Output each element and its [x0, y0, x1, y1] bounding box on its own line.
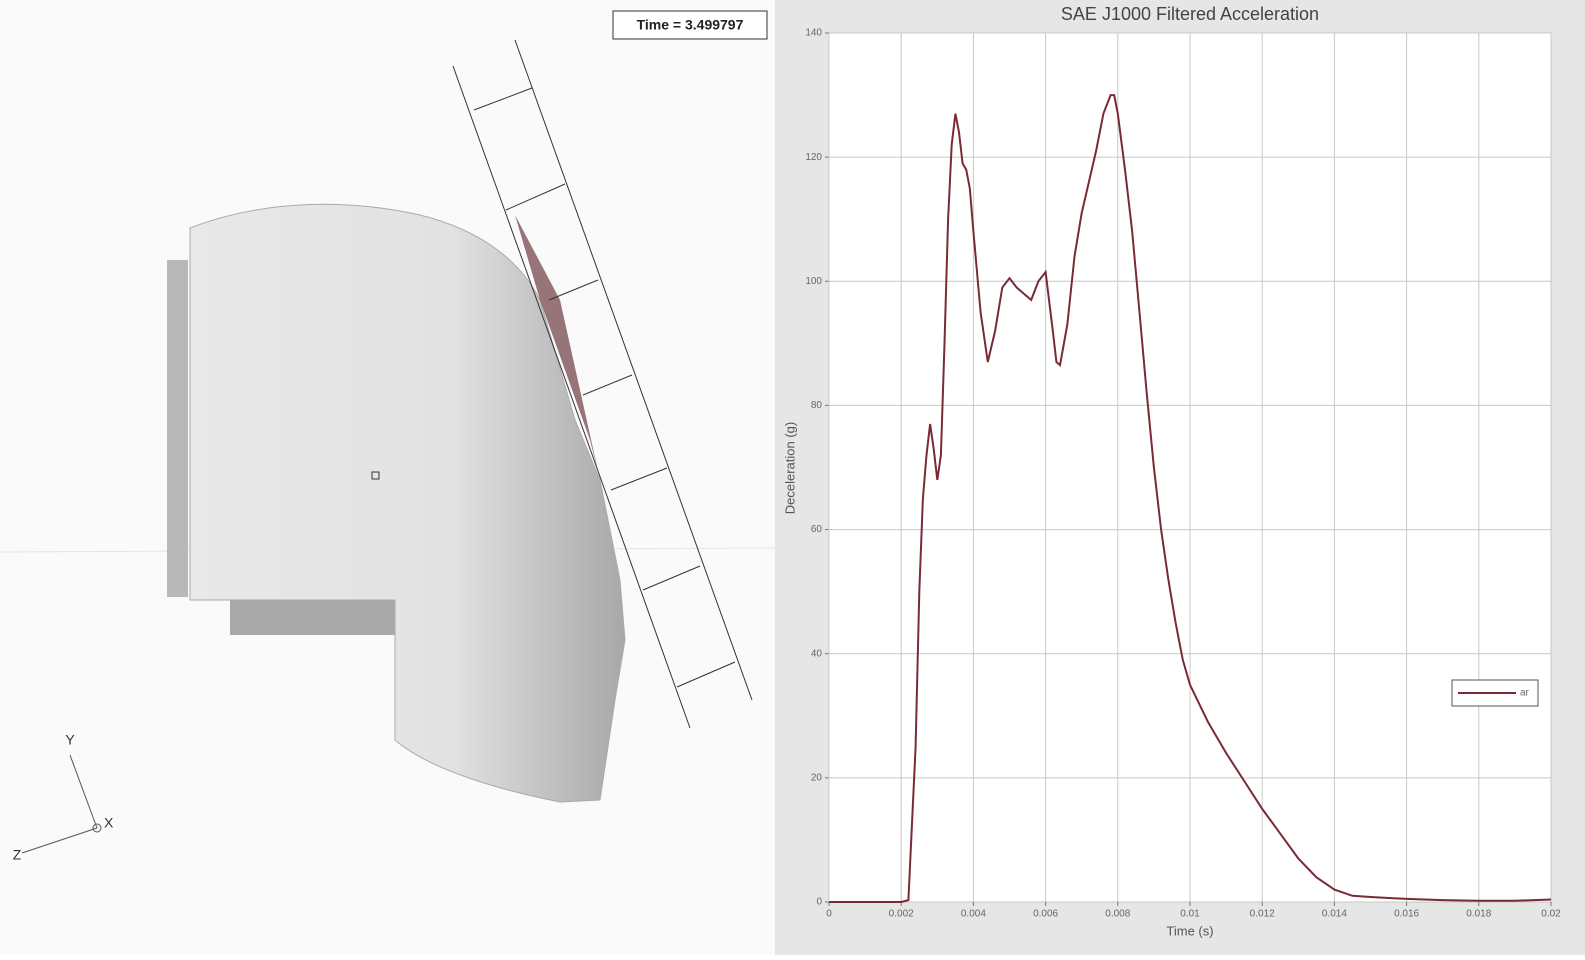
jaw-block: [230, 600, 395, 635]
x-tick-label: 0.01: [1180, 909, 1200, 920]
cg-marker: [371, 471, 380, 480]
y-axis-label: Deceleration (g): [782, 422, 797, 515]
x-tick-label: 0.02: [1541, 909, 1561, 920]
y-tick-label: 40: [811, 648, 823, 659]
y-tick-label: 80: [811, 400, 823, 411]
x-tick-label: 0.016: [1394, 909, 1419, 920]
y-tick-label: 20: [811, 772, 823, 783]
neck-plate: [167, 260, 188, 597]
x-tick-label: 0.002: [889, 909, 914, 920]
x-tick-label: 0.006: [1033, 909, 1058, 920]
chart: 0 20 40 60 80 100 120 140 0 0.002 0.004 0.006 0.008 0…: [805, 28, 1561, 920]
y-tick-label: 100: [805, 276, 822, 287]
y-tick-label: 60: [811, 524, 823, 535]
triad-y: Y: [65, 732, 75, 748]
time-label: Time = 3.499797: [637, 17, 744, 33]
triad-z: Z: [13, 847, 22, 863]
y-tick-label: 140: [805, 28, 822, 39]
y-tick-label: 0: [816, 897, 822, 908]
y-tick-label: 120: [805, 152, 822, 163]
axis-triad: [21, 754, 102, 854]
x-tick-label: 0: [826, 909, 832, 920]
head-model: [189, 203, 626, 803]
triad-x: X: [104, 815, 114, 831]
time-box: [612, 10, 768, 40]
x-tick-label: 0.008: [1105, 909, 1130, 920]
ladder: [452, 39, 753, 729]
x-tick-label: 0.018: [1466, 909, 1491, 920]
x-tick-label: 0.012: [1250, 909, 1275, 920]
x-tick-label: 0.014: [1322, 909, 1347, 920]
legend-label: ar: [1520, 688, 1530, 699]
x-axis-label: Time (s): [1166, 923, 1213, 938]
x-tick-label: 0.004: [961, 909, 986, 920]
contact-zone: [515, 215, 600, 480]
chart-title: SAE J1000 Filtered Acceleration: [1061, 4, 1319, 24]
data-line: [829, 94, 1552, 903]
